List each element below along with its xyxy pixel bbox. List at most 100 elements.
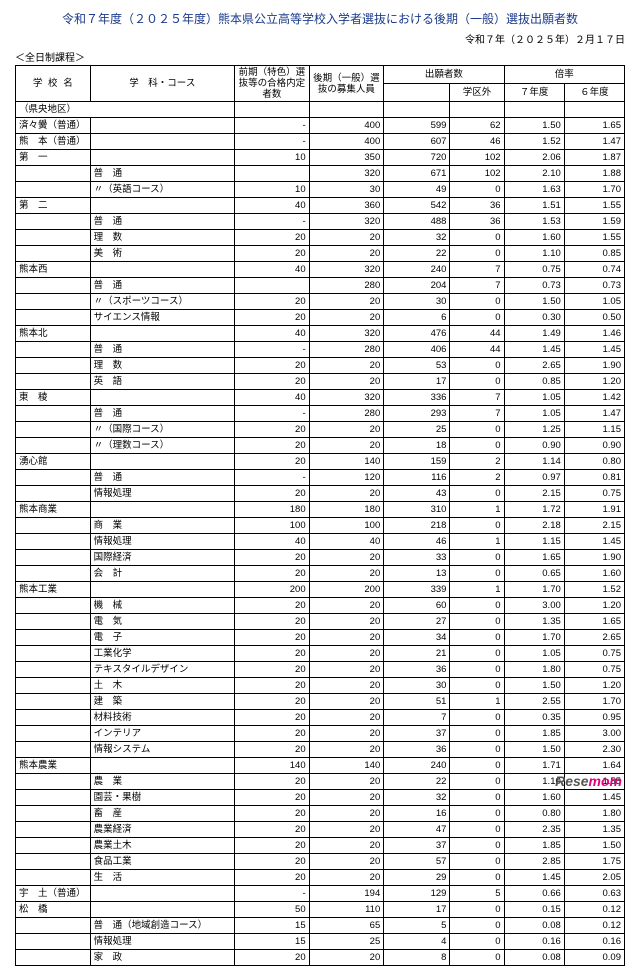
cell: 1.50 (504, 294, 564, 310)
cell: 20 (235, 710, 310, 726)
cell: 20 (235, 422, 310, 438)
cell: 400 (309, 134, 384, 150)
cell: 20 (309, 854, 384, 870)
cell (16, 294, 91, 310)
cell: 607 (384, 134, 450, 150)
cell: 17 (384, 374, 450, 390)
cell: 東 稜 (16, 390, 91, 406)
cell (16, 710, 91, 726)
cell: 20 (235, 854, 310, 870)
cell: 4 (384, 934, 450, 950)
cell: 671 (384, 166, 450, 182)
cell: 〃（国際コース） (90, 422, 234, 438)
table-row: 農業土木20203701.851.50 (16, 838, 625, 854)
table-row: サイエンス情報2020600.300.50 (16, 310, 625, 326)
cell: 熊本商業 (16, 502, 91, 518)
cell: 1.72 (504, 502, 564, 518)
cell: 電 子 (90, 630, 234, 646)
cell: 16 (384, 806, 450, 822)
table-row: 美 術20202201.100.85 (16, 246, 625, 262)
cell: 20 (235, 662, 310, 678)
cell: 720 (384, 150, 450, 166)
cell: 1.53 (504, 214, 564, 230)
cell (16, 598, 91, 614)
table-row: 普 通3206711022.101.88 (16, 166, 625, 182)
cell: 0 (450, 598, 504, 614)
table-row: 普 通28020470.730.73 (16, 278, 625, 294)
cell: 英 語 (90, 374, 234, 390)
cell: 第 二 (16, 198, 91, 214)
cell: 25 (384, 422, 450, 438)
cell: 360 (309, 198, 384, 214)
th-y6: ６年度 (564, 84, 624, 102)
table-row: 生 活20202901.452.05 (16, 870, 625, 886)
cell: 0 (450, 246, 504, 262)
table-row: 情報処理1525400.160.16 (16, 934, 625, 950)
cell: 33 (384, 550, 450, 566)
cell: 0 (450, 822, 504, 838)
cell (16, 534, 91, 550)
cell: 0.90 (564, 438, 624, 454)
cell: 熊本農業 (16, 758, 91, 774)
cell: 406 (384, 342, 450, 358)
cell: 0 (450, 662, 504, 678)
cell: 20 (235, 806, 310, 822)
cell: 情報処理 (90, 934, 234, 950)
cell: 松 橋 (16, 902, 91, 918)
cell: 47 (384, 822, 450, 838)
cell (16, 486, 91, 502)
cell: 25 (309, 934, 384, 950)
table-row: 土 木20203001.501.20 (16, 678, 625, 694)
cell: 44 (450, 326, 504, 342)
cell: 1.75 (564, 854, 624, 870)
cell: 7 (450, 390, 504, 406)
cell (16, 790, 91, 806)
cell: 20 (235, 358, 310, 374)
cell (16, 806, 91, 822)
cell: 102 (450, 166, 504, 182)
cell: 30 (309, 182, 384, 198)
cell (16, 822, 91, 838)
cell: 13 (384, 566, 450, 582)
cell: 336 (384, 390, 450, 406)
cell: 44 (450, 342, 504, 358)
cell: - (235, 118, 310, 134)
cell: 0.12 (564, 902, 624, 918)
cell: 2.55 (504, 694, 564, 710)
cell: 1.87 (564, 150, 624, 166)
cell: 2.30 (564, 742, 624, 758)
cell: 0.08 (504, 950, 564, 966)
cell: 20 (235, 566, 310, 582)
cell: 1.20 (564, 678, 624, 694)
cell: 20 (309, 662, 384, 678)
cell: 8 (384, 950, 450, 966)
cell: 320 (309, 166, 384, 182)
cell: 2.65 (564, 630, 624, 646)
cell: 65 (309, 918, 384, 934)
cell: 0 (450, 742, 504, 758)
cell: 理 数 (90, 230, 234, 246)
cell: 20 (309, 630, 384, 646)
cell: 20 (309, 486, 384, 502)
th-school: 学 校 名 (16, 66, 91, 102)
cell: 0.75 (564, 662, 624, 678)
cell: 2 (450, 454, 504, 470)
cell: 1.50 (504, 678, 564, 694)
cell: 320 (309, 214, 384, 230)
cell: 普 通 (90, 278, 234, 294)
cell (16, 870, 91, 886)
cell (90, 502, 234, 518)
cell: 0.81 (564, 470, 624, 486)
cell: 0.75 (504, 262, 564, 278)
cell: 200 (235, 582, 310, 598)
cell: 1.10 (504, 246, 564, 262)
cell: 542 (384, 198, 450, 214)
cell (16, 950, 91, 966)
cell: 材料技術 (90, 710, 234, 726)
cell: 1.50 (504, 118, 564, 134)
cell: 0.90 (504, 438, 564, 454)
cell: 30 (384, 294, 450, 310)
table-row: 電 気20202701.351.65 (16, 614, 625, 630)
cell: 機 械 (90, 598, 234, 614)
cell: 0.08 (504, 918, 564, 934)
